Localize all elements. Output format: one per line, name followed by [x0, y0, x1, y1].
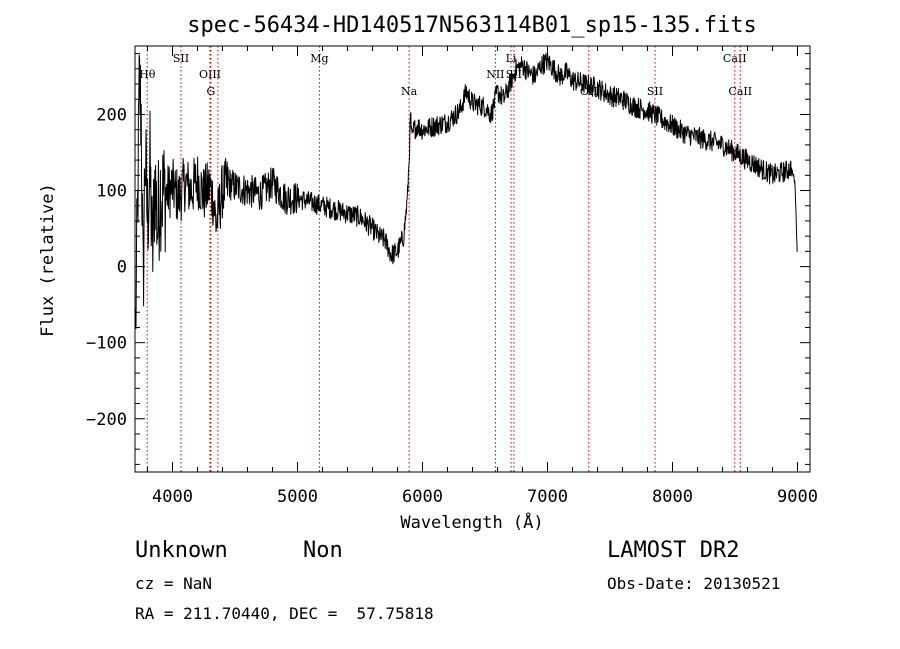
object-class: Unknown [135, 538, 228, 563]
spectral-line-label-1: SII [173, 52, 189, 65]
spectral-line-label-6: Na [401, 85, 418, 98]
y-tick-label: 100 [96, 182, 127, 202]
x-tick-label: 8000 [652, 487, 693, 507]
x-axis-label: Wavelength (Å) [400, 511, 543, 533]
axis-ticks: 4000 5000 6000 7000 8000 9000 −200 −100 0 100 200 [86, 46, 818, 507]
y-tick-label: 200 [96, 105, 127, 125]
x-tick-label: 4000 [152, 487, 193, 507]
y-tick-label: −200 [86, 410, 127, 430]
spectral-line-label-3: G [206, 85, 215, 98]
x-tick-label: 5000 [277, 487, 318, 507]
object-subclass: Non [303, 538, 343, 563]
y-tick-label: −100 [86, 334, 127, 354]
spectral-line-label-7: NII [486, 68, 504, 81]
chart-title: spec-56434-HD140517N563114B01_sp15-135.f… [187, 13, 757, 38]
plot-frame [134, 45, 811, 473]
x-tick-label: 6000 [402, 487, 443, 507]
spectral-line-label-5: Mg [310, 52, 328, 65]
y-axis-label: Flux (relative) [38, 183, 58, 337]
redshift-value: cz = NaN [135, 574, 213, 593]
spectral-line-label-11: SII [647, 85, 663, 98]
spectrum-line [135, 52, 798, 329]
y-tick-label: 0 [117, 258, 127, 278]
survey-name: LAMOST DR2 [607, 538, 740, 563]
spectral-line-label-12: CaII [723, 52, 747, 65]
spectral-line-label-8: Li [506, 52, 517, 65]
x-tick-label: 7000 [527, 487, 568, 507]
x-tick-label: 9000 [777, 487, 818, 507]
spectral-line-label-13: CaII [728, 85, 752, 98]
spectral-line-label-0: Hθ [139, 68, 156, 81]
coordinates: RA = 211.70440, DEC = 57.75818 [135, 604, 434, 623]
observation-date: Obs-Date: 20130521 [607, 574, 781, 593]
spectral-line-label-2: OIII [199, 68, 221, 81]
